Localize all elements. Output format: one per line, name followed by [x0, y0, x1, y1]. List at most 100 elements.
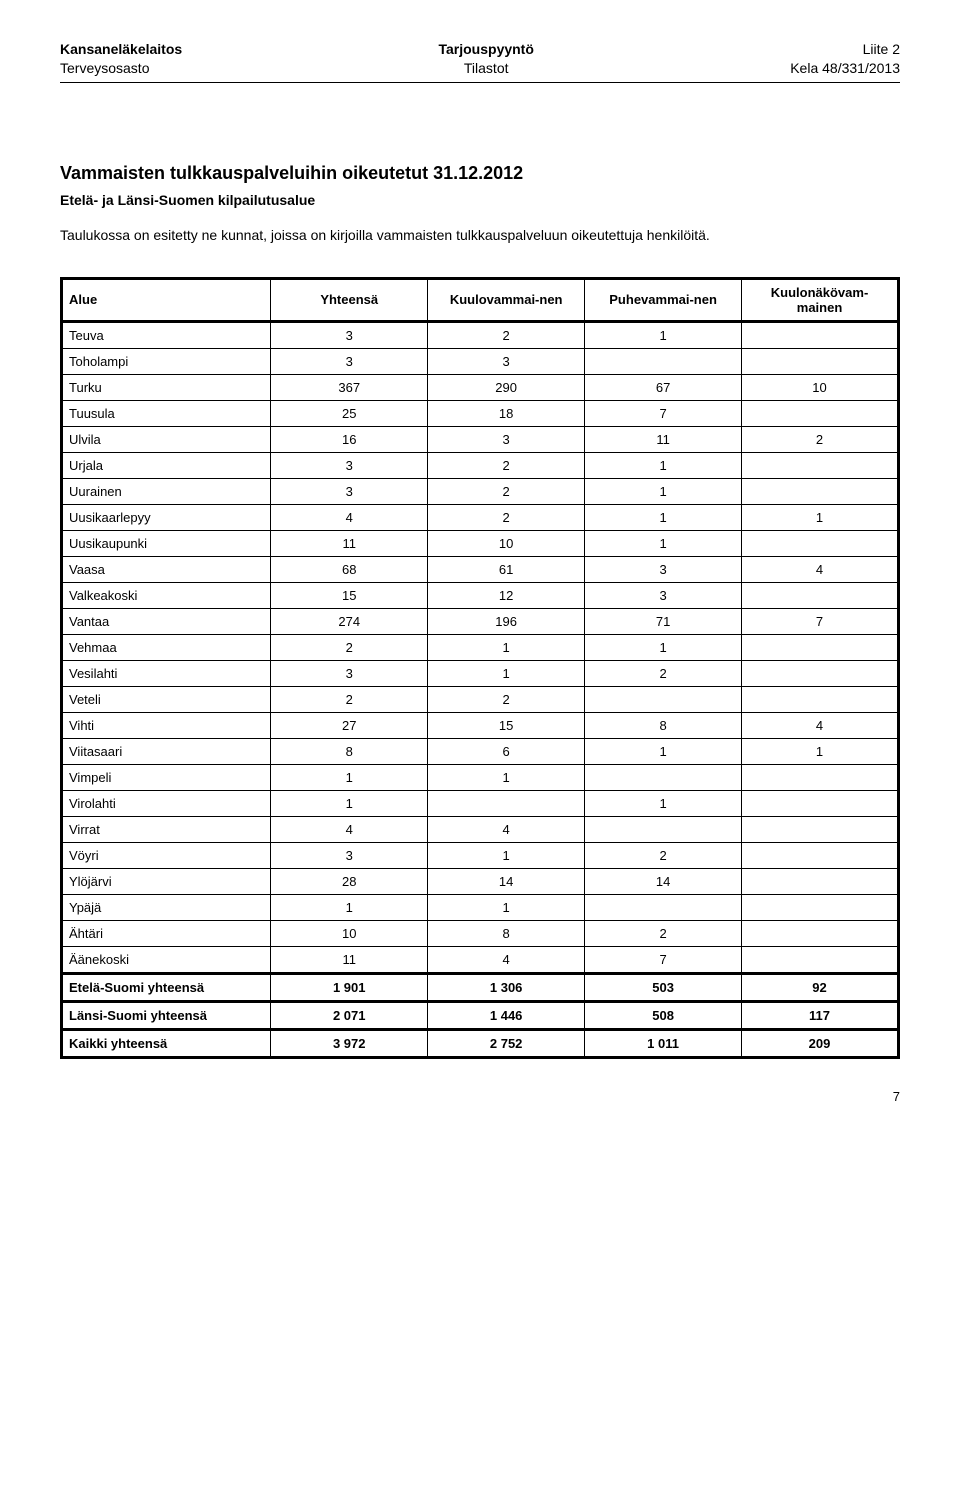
- row-value: [428, 790, 585, 816]
- table-row: Uusikaupunki11101: [62, 530, 899, 556]
- row-value: 28: [271, 868, 428, 894]
- row-value: 61: [428, 556, 585, 582]
- row-label: Virrat: [62, 816, 271, 842]
- total-value: 209: [742, 1029, 899, 1057]
- row-value: 14: [585, 868, 742, 894]
- doc-header: Kansaneläkelaitos Terveysosasto Tarjousp…: [60, 40, 900, 78]
- row-value: 1: [585, 504, 742, 530]
- row-value: [742, 634, 899, 660]
- total-value: 1 446: [428, 1001, 585, 1029]
- row-value: [742, 894, 899, 920]
- row-value: [742, 530, 899, 556]
- row-value: [742, 764, 899, 790]
- row-label: Vehmaa: [62, 634, 271, 660]
- row-value: 1: [585, 790, 742, 816]
- col-kuulonakovammainen: Kuulonäkövam-mainen: [742, 278, 899, 321]
- row-value: 1: [271, 764, 428, 790]
- row-value: 15: [271, 582, 428, 608]
- table-row: Äänekoski1147: [62, 946, 899, 973]
- table-row: Urjala321: [62, 452, 899, 478]
- table-row: Ylöjärvi281414: [62, 868, 899, 894]
- row-value: 4: [742, 556, 899, 582]
- row-value: 7: [585, 946, 742, 973]
- row-value: 10: [742, 374, 899, 400]
- row-value: 2: [742, 426, 899, 452]
- row-value: 290: [428, 374, 585, 400]
- row-value: 3: [585, 582, 742, 608]
- row-value: [742, 582, 899, 608]
- total-value: 1 901: [271, 973, 428, 1001]
- row-value: 1: [428, 660, 585, 686]
- row-value: 15: [428, 712, 585, 738]
- row-value: [742, 686, 899, 712]
- row-value: 274: [271, 608, 428, 634]
- total-value: 1 011: [585, 1029, 742, 1057]
- row-value: 2: [428, 504, 585, 530]
- row-value: 3: [428, 426, 585, 452]
- row-value: 4: [271, 816, 428, 842]
- total-value: 1 306: [428, 973, 585, 1001]
- doc-type: Tarjouspyyntö: [438, 40, 533, 59]
- row-value: 2: [271, 686, 428, 712]
- row-value: 7: [585, 400, 742, 426]
- header-rule: [60, 82, 900, 83]
- row-value: 16: [271, 426, 428, 452]
- row-value: 1: [271, 790, 428, 816]
- row-label: Vihti: [62, 712, 271, 738]
- row-value: 1: [428, 634, 585, 660]
- row-value: [585, 764, 742, 790]
- row-value: [742, 790, 899, 816]
- row-value: 68: [271, 556, 428, 582]
- row-value: [742, 842, 899, 868]
- table-row: Ulvila163112: [62, 426, 899, 452]
- row-value: 10: [428, 530, 585, 556]
- total-value: 2 752: [428, 1029, 585, 1057]
- row-value: 4: [428, 816, 585, 842]
- table-row: Viitasaari8611: [62, 738, 899, 764]
- row-value: 1: [428, 842, 585, 868]
- row-value: 14: [428, 868, 585, 894]
- table-row: Vimpeli11: [62, 764, 899, 790]
- org-name: Kansaneläkelaitos: [60, 40, 182, 59]
- row-value: 4: [742, 712, 899, 738]
- row-value: 11: [271, 946, 428, 973]
- table-row: Vesilahti312: [62, 660, 899, 686]
- row-label: Valkeakoski: [62, 582, 271, 608]
- table-row: Ähtäri1082: [62, 920, 899, 946]
- row-value: 4: [428, 946, 585, 973]
- row-label: Turku: [62, 374, 271, 400]
- row-value: 3: [585, 556, 742, 582]
- row-value: 27: [271, 712, 428, 738]
- total-value: 92: [742, 973, 899, 1001]
- row-label: Vaasa: [62, 556, 271, 582]
- row-label: Vantaa: [62, 608, 271, 634]
- total-label: Kaikki yhteensä: [62, 1029, 271, 1057]
- table-row: Toholampi33: [62, 348, 899, 374]
- header-right: Liite 2 Kela 48/331/2013: [790, 40, 900, 78]
- table-row: Teuva321: [62, 321, 899, 348]
- total-value: 117: [742, 1001, 899, 1029]
- row-value: 10: [271, 920, 428, 946]
- row-value: 6: [428, 738, 585, 764]
- row-value: 1: [585, 321, 742, 348]
- row-value: [742, 816, 899, 842]
- row-value: 8: [585, 712, 742, 738]
- row-label: Äänekoski: [62, 946, 271, 973]
- table-row: Turku3672906710: [62, 374, 899, 400]
- row-value: 3: [271, 348, 428, 374]
- row-label: Vesilahti: [62, 660, 271, 686]
- row-value: 7: [742, 608, 899, 634]
- row-label: Vöyri: [62, 842, 271, 868]
- table-row: Uurainen321: [62, 478, 899, 504]
- row-label: Uusikaarlepyy: [62, 504, 271, 530]
- doc-subtype: Tilastot: [438, 59, 533, 78]
- row-value: 3: [271, 842, 428, 868]
- row-value: [742, 946, 899, 973]
- page-title: Vammaisten tulkkauspalveluihin oikeutetu…: [60, 163, 900, 184]
- row-value: 1: [428, 894, 585, 920]
- row-value: 196: [428, 608, 585, 634]
- total-value: 2 071: [271, 1001, 428, 1029]
- row-label: Ypäjä: [62, 894, 271, 920]
- row-label: Ulvila: [62, 426, 271, 452]
- row-value: 3: [271, 321, 428, 348]
